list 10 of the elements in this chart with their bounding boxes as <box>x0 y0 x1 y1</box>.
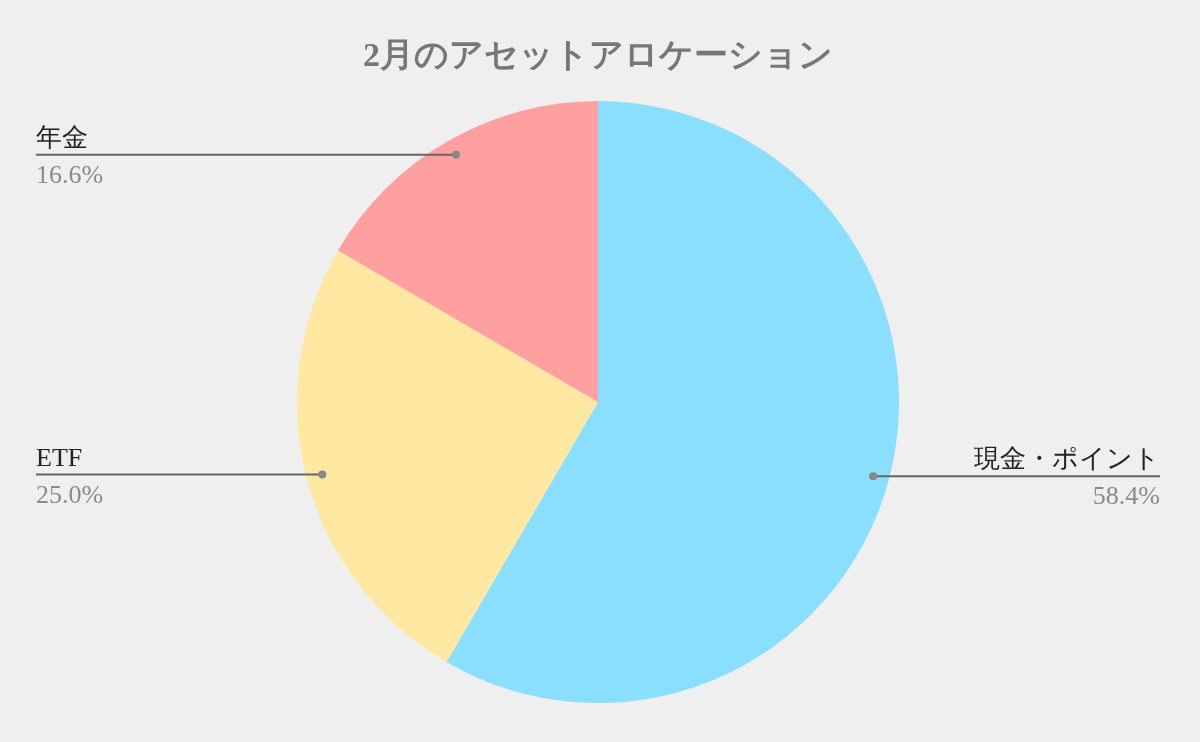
slice-label: ETF <box>36 442 83 472</box>
pie-slice <box>297 250 598 663</box>
pie-slice <box>446 101 899 703</box>
data-label: 58.4% <box>1092 481 1160 511</box>
pie-slice <box>337 101 598 402</box>
slice-label: 年金 <box>36 122 88 152</box>
data-label: 16.6% <box>36 159 104 189</box>
data-label: 25.0% <box>36 479 104 509</box>
slice-label: 現金・ポイント <box>974 444 1160 474</box>
chart-title: 2月のアセットアロケーション <box>363 36 833 73</box>
